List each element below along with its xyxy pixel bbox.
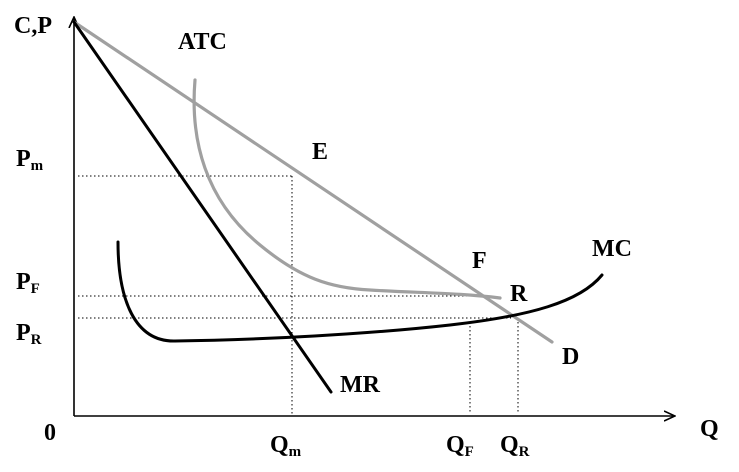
quantity-regulated-label: QR (500, 432, 530, 460)
guide-lines (78, 175, 519, 414)
origin-label: 0 (44, 420, 56, 446)
mr-label: MR (340, 372, 381, 398)
demand-curve (72, 20, 554, 344)
quantity-fair-return-label: QF (446, 432, 474, 460)
mr-curve (72, 20, 333, 394)
price-monopoly-label: Pm (16, 146, 44, 174)
mc-curve (116, 240, 604, 343)
price-fair-return-label: PF (16, 269, 40, 297)
atc-label: ATC (178, 29, 227, 55)
point-e-label: E (312, 139, 328, 165)
quantity-monopoly-label: Qm (270, 432, 302, 460)
demand-label: D (562, 344, 579, 370)
x-axis-label: Q (700, 416, 719, 442)
point-r-label: R (510, 281, 528, 307)
point-f-label: F (472, 248, 487, 274)
atc-curve (192, 78, 502, 300)
mc-label: MC (592, 236, 632, 262)
y-axis-label: C,P (14, 13, 52, 39)
price-regulated-label: PR (16, 320, 42, 348)
